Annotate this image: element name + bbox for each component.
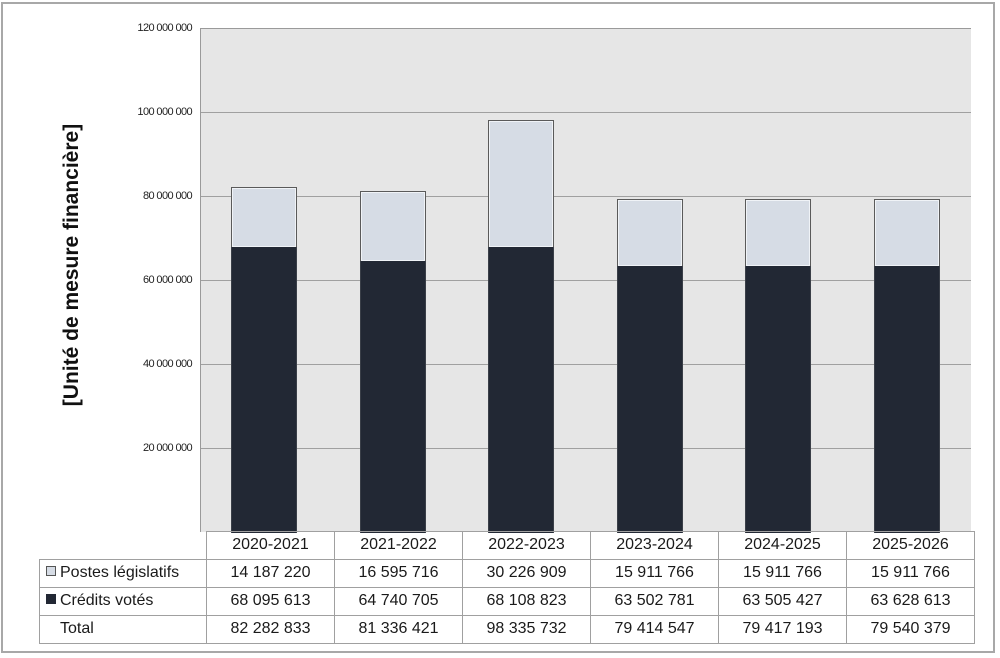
bar-segment-credits-votes	[616, 266, 683, 533]
bar-segment-credits-votes	[745, 266, 812, 533]
table-cell: 68 095 613	[206, 586, 335, 616]
column-header: 2021-2022	[334, 531, 463, 560]
row-label: Crédits votés	[60, 592, 154, 609]
row-header: Total	[39, 614, 207, 644]
gridline	[201, 280, 971, 281]
column-header: 2020-2021	[206, 531, 335, 560]
gridline	[201, 364, 971, 365]
column-header: 2022-2023	[462, 531, 591, 560]
bar-segment-postes-legislatifs	[231, 187, 298, 247]
legend-light-square-icon	[46, 566, 56, 576]
table-cell: 30 226 909	[462, 558, 591, 588]
table-row-total: Total 82 282 833 81 336 421 98 335 732 7…	[39, 614, 975, 644]
plot-area	[200, 28, 971, 533]
bar-segment-postes-legislatifs	[488, 119, 555, 247]
stacked-bar-2025-2026	[873, 198, 940, 533]
bar-segment-postes-legislatifs	[745, 199, 812, 267]
column-header: 2024-2025	[718, 531, 847, 560]
table-cell: 81 336 421	[334, 614, 463, 644]
y-tick-label: 100 000 000	[137, 106, 192, 118]
row-label: Total	[60, 620, 94, 637]
stacked-bar-2021-2022	[359, 191, 426, 533]
y-tick-label: 40 000 000	[142, 358, 193, 370]
bar-segment-credits-votes	[873, 265, 940, 533]
table-cell: 15 911 766	[718, 558, 847, 588]
gridline	[201, 112, 971, 113]
legend-spacer	[46, 622, 56, 632]
table-row-postes-legislatifs: Postes législatifs 14 187 220 16 595 716…	[39, 558, 975, 588]
table-cell: 63 628 613	[846, 586, 975, 616]
table-cell: 79 540 379	[846, 614, 975, 644]
bar-segment-credits-votes	[359, 261, 426, 533]
table-cell: 15 911 766	[846, 558, 975, 588]
table-cell: 64 740 705	[334, 586, 463, 616]
column-header: 2023-2024	[590, 531, 719, 560]
stacked-bar-2020-2021	[231, 187, 298, 533]
table-cell: 98 335 732	[462, 614, 591, 644]
table-cell: 15 911 766	[590, 558, 719, 588]
row-label: Postes législatifs	[60, 564, 180, 581]
table-corner	[39, 531, 207, 559]
table-cell: 68 108 823	[462, 586, 591, 616]
bar-segment-credits-votes	[231, 246, 298, 533]
table-cell: 16 595 716	[334, 558, 463, 588]
table-cell: 79 417 193	[718, 614, 847, 644]
stacked-bar-2022-2023	[488, 119, 555, 533]
gridline	[201, 196, 971, 197]
row-header: Postes législatifs	[39, 558, 207, 588]
bar-segment-postes-legislatifs	[359, 191, 426, 262]
stacked-bar-2023-2024	[616, 199, 683, 533]
table-cell: 63 502 781	[590, 586, 719, 616]
table-cell: 79 414 547	[590, 614, 719, 644]
y-tick-label: 20 000 000	[142, 442, 193, 454]
legend-dark-square-icon	[46, 594, 56, 604]
column-header: 2025-2026	[846, 531, 975, 560]
data-table: 2020-2021 2021-2022 2022-2023 2023-2024 …	[39, 531, 975, 644]
gridline	[201, 448, 971, 449]
bar-segment-credits-votes	[488, 246, 555, 533]
y-axis-title: [Unité de mesure financière]	[60, 123, 83, 407]
table-header-row: 2020-2021 2021-2022 2022-2023 2023-2024 …	[39, 531, 975, 560]
y-tick-label: 80 000 000	[142, 190, 193, 202]
table-cell: 82 282 833	[206, 614, 335, 644]
bar-segment-postes-legislatifs	[873, 198, 940, 266]
table-cell: 14 187 220	[206, 558, 335, 588]
stacked-bar-2024-2025	[745, 199, 812, 533]
y-tick-label: 120 000 000	[137, 22, 192, 34]
table-cell: 63 505 427	[718, 586, 847, 616]
table-row-credits-votes: Crédits votés 68 095 613 64 740 705 68 1…	[39, 586, 975, 616]
bar-segment-postes-legislatifs	[616, 199, 683, 267]
row-header: Crédits votés	[39, 586, 207, 616]
y-tick-label: 60 000 000	[142, 274, 193, 286]
